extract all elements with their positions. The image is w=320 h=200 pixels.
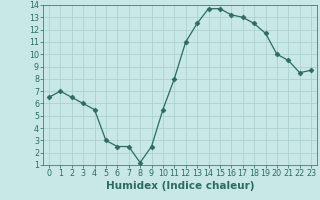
X-axis label: Humidex (Indice chaleur): Humidex (Indice chaleur) xyxy=(106,181,254,191)
